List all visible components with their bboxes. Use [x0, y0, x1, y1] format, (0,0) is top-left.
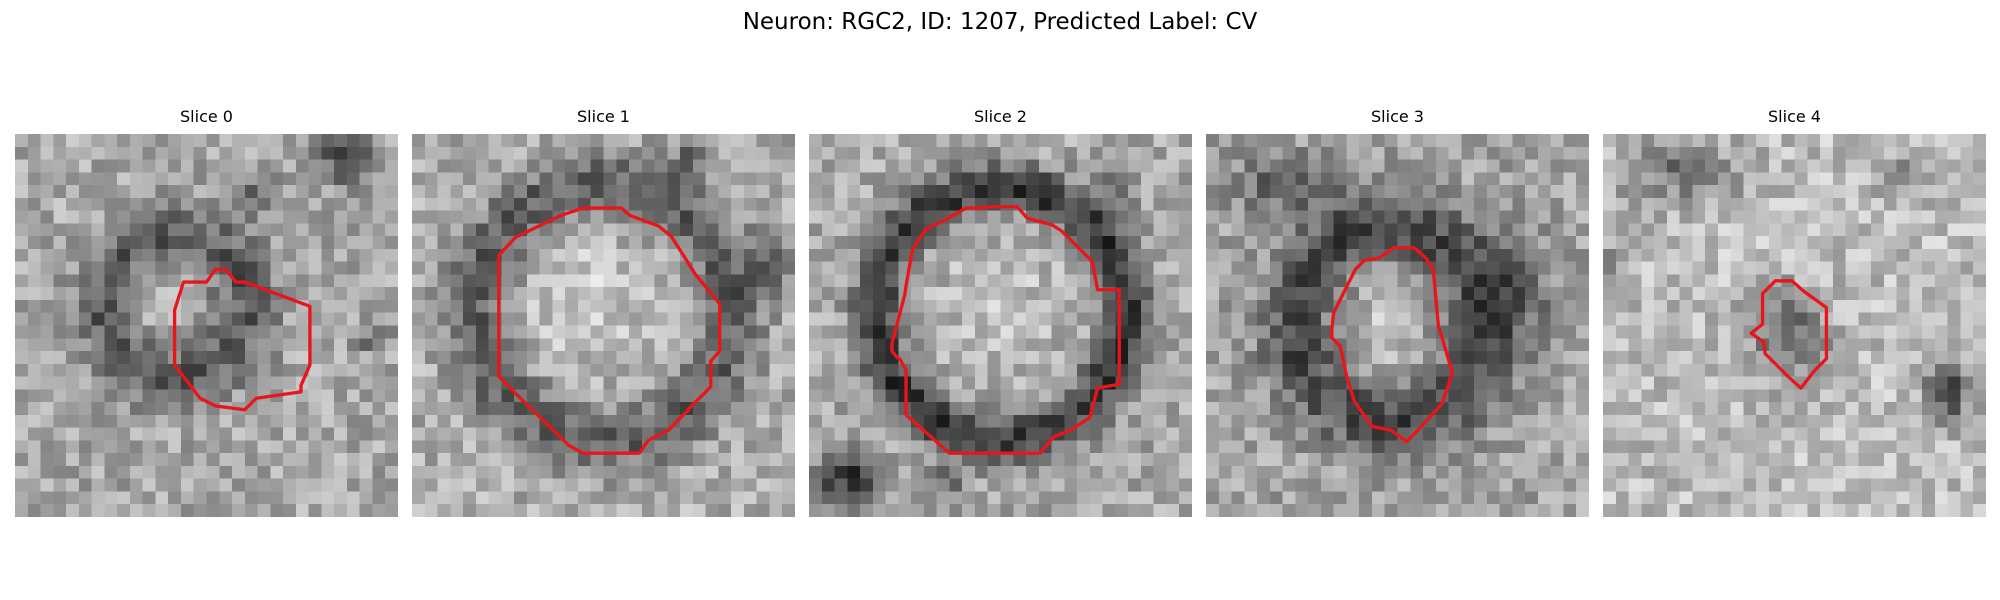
slice-panel-4: Slice 4 — [1603, 105, 1986, 517]
slice-panel-3: Slice 3 — [1206, 105, 1589, 517]
segmentation-contour — [1329, 245, 1455, 444]
slice-image — [809, 134, 1192, 517]
slice-panel-1: Slice 1 — [412, 105, 795, 517]
slice-image — [1206, 134, 1589, 517]
slice-image — [15, 134, 398, 517]
slice-title: Slice 3 — [1371, 107, 1424, 126]
slice-title: Slice 1 — [577, 107, 630, 126]
segmentation-contour — [497, 206, 722, 455]
segmentation-contour — [1749, 279, 1829, 390]
slice-title: Slice 2 — [974, 107, 1027, 126]
slice-image — [412, 134, 795, 517]
slice-title: Slice 4 — [1768, 107, 1821, 126]
slice-image — [1603, 134, 1986, 517]
segmentation-contour — [890, 205, 1121, 455]
slice-panel-0: Slice 0 — [15, 105, 398, 517]
segmentation-contour — [172, 267, 312, 412]
slice-panel-2: Slice 2 — [809, 105, 1192, 517]
slice-title: Slice 0 — [180, 107, 233, 126]
figure-title: Neuron: RGC2, ID: 1207, Predicted Label:… — [742, 9, 1258, 35]
